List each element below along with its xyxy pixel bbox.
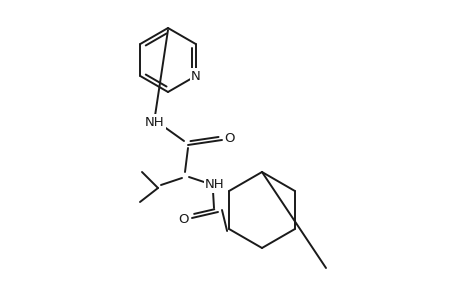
Text: O: O [224,131,235,145]
Text: NH: NH [205,178,224,191]
Text: O: O [179,214,189,226]
Text: N: N [190,70,200,83]
Text: NH: NH [145,116,164,128]
